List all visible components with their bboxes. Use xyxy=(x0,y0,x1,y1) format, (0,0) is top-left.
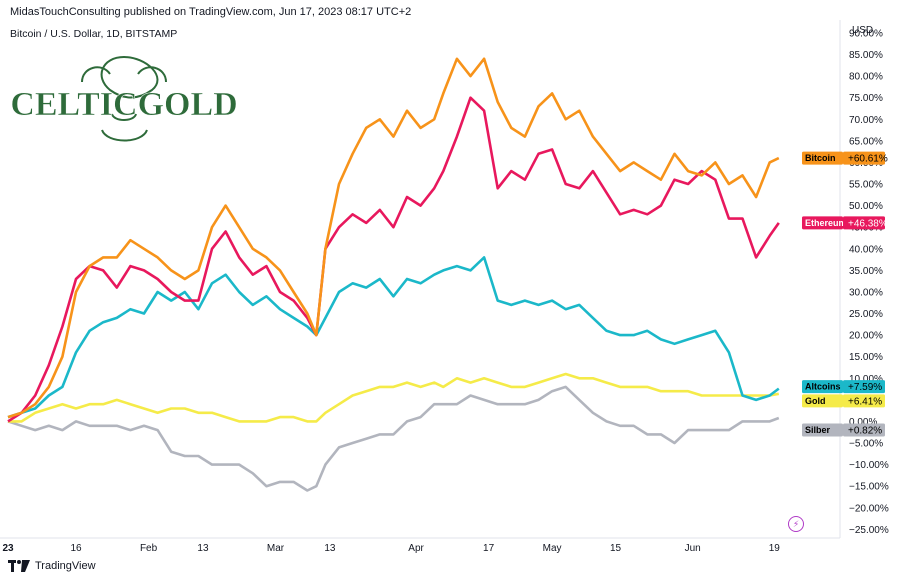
y-tick-label: −20.00% xyxy=(849,503,889,514)
series-name: Silber xyxy=(805,425,831,435)
x-tick-label: Mar xyxy=(267,543,285,554)
y-tick-label: 35.00% xyxy=(849,266,883,277)
y-tick-label: 40.00% xyxy=(849,244,883,255)
y-tick-label: 30.00% xyxy=(849,287,883,298)
y-tick-label: −15.00% xyxy=(849,482,889,493)
series-value: +7.59% xyxy=(848,382,882,393)
series-line-bitcoin[interactable] xyxy=(7,57,780,419)
tradingview-brand[interactable]: TradingView xyxy=(8,558,96,574)
y-tick-label: 20.00% xyxy=(849,331,883,342)
x-tick-label: May xyxy=(543,543,562,554)
x-tick-label: Apr xyxy=(408,543,424,554)
y-tick-label: −25.00% xyxy=(849,525,889,536)
y-tick-label: 70.00% xyxy=(849,115,883,126)
series-name: Bitcoin xyxy=(805,153,836,163)
series-name: Altcoins xyxy=(805,382,841,392)
x-tick-label: 13 xyxy=(197,543,209,554)
series-name: Gold xyxy=(805,396,826,406)
series-name: Ethereum xyxy=(805,218,847,228)
series-label-altcoins: Altcoins +7.59% xyxy=(802,380,885,394)
y-tick-label: −5.00% xyxy=(849,439,883,450)
series-line-silber[interactable] xyxy=(7,385,780,492)
x-tick-label: 16 xyxy=(70,543,82,554)
x-tick-label: 13 xyxy=(324,543,336,554)
currency-label: USD xyxy=(852,25,873,36)
y-tick-label: 80.00% xyxy=(849,72,883,83)
published-caption: MidasTouchConsulting published on Tradin… xyxy=(10,6,412,18)
series-line-gold[interactable] xyxy=(8,372,780,423)
y-tick-label: 75.00% xyxy=(849,93,883,104)
x-tick-label: Jun xyxy=(685,543,701,554)
series-label-bitcoin: Bitcoin +60.61% xyxy=(802,151,888,165)
y-tick-label: 85.00% xyxy=(849,50,883,61)
y-tick-label: 50.00% xyxy=(849,201,883,212)
x-tick-label: 17 xyxy=(483,543,495,554)
logo-text: CELTICGOLD xyxy=(12,86,237,123)
x-tick-label: 15 xyxy=(610,543,622,554)
series-value: +6.41% xyxy=(848,396,882,407)
y-tick-label: 25.00% xyxy=(849,309,883,320)
series-line-ethereum[interactable] xyxy=(7,96,780,423)
y-tick-label: 10.00% xyxy=(849,374,883,385)
series-label-silber: Silber +0.82% xyxy=(802,423,885,437)
series-value: +60.61% xyxy=(848,154,888,165)
x-tick-label: 19 xyxy=(769,543,781,554)
series-label-gold: Gold +6.41% xyxy=(802,394,885,408)
symbol-title[interactable]: Bitcoin / U.S. Dollar, 1D, BITSTAMP xyxy=(10,28,178,40)
tradingview-icon xyxy=(8,560,30,572)
series-label-ethereum: Ethereum +46.38% xyxy=(802,216,888,230)
x-tick-label: Feb xyxy=(140,543,158,554)
series-value: +0.82% xyxy=(848,425,882,436)
y-tick-label: 55.00% xyxy=(849,180,883,191)
y-tick-label: 15.00% xyxy=(849,352,883,363)
series-value: +46.38% xyxy=(848,218,888,229)
y-tick-label: 0.00% xyxy=(849,417,877,428)
tradingview-text: TradingView xyxy=(35,560,96,572)
y-tick-label: −10.00% xyxy=(849,460,889,471)
series-line-altcoins[interactable] xyxy=(7,256,780,419)
x-tick-label: 23 xyxy=(2,543,14,554)
y-tick-label: 90.00% xyxy=(849,28,883,39)
celticgold-logo: CELTICGOLD xyxy=(12,55,237,142)
y-tick-label: 65.00% xyxy=(849,136,883,147)
lightning-icon[interactable]: ⚡ xyxy=(788,516,804,532)
